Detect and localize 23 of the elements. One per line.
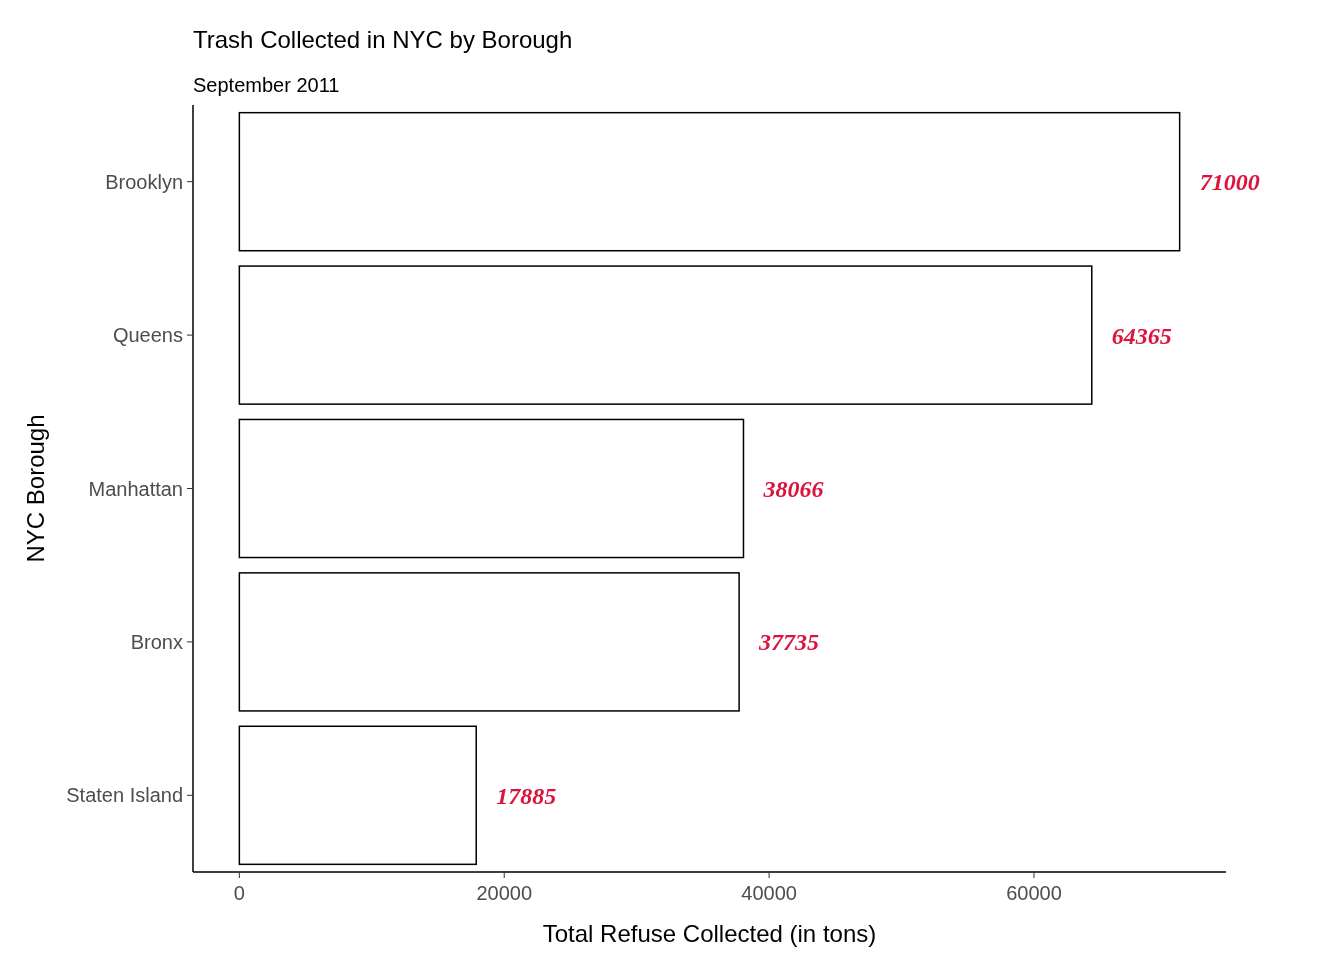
chart-subtitle: September 2011 [193, 74, 340, 96]
x-tick-label: 60000 [1006, 882, 1062, 904]
x-tick-label: 40000 [741, 882, 797, 904]
x-tick-label: 20000 [476, 882, 533, 904]
y-tick-label: Staten Island [66, 784, 183, 807]
bar [238, 111, 1181, 252]
y-tick-label: Queens [112, 324, 183, 347]
data-label: 37735 [758, 629, 820, 656]
y-tick-label: Brooklyn [105, 170, 183, 193]
y-tick-label: Bronx [130, 630, 183, 653]
data-label: 38066 [762, 475, 824, 502]
y-axis-title: NYC Borough [22, 414, 49, 563]
x-axis-title: Total Refuse Collected (in tons) [542, 920, 877, 947]
data-label: 17885 [496, 782, 557, 809]
data-label: 71000 [1199, 169, 1260, 196]
bar [238, 418, 745, 559]
bar [238, 265, 1093, 405]
data-label: 64365 [1111, 322, 1172, 349]
x-tick-label: 0 [233, 882, 245, 904]
y-tick-label: Manhattan [88, 477, 183, 500]
bar [238, 572, 740, 712]
bar [238, 725, 477, 866]
chart-title: Trash Collected in NYC by Borough [193, 26, 573, 53]
